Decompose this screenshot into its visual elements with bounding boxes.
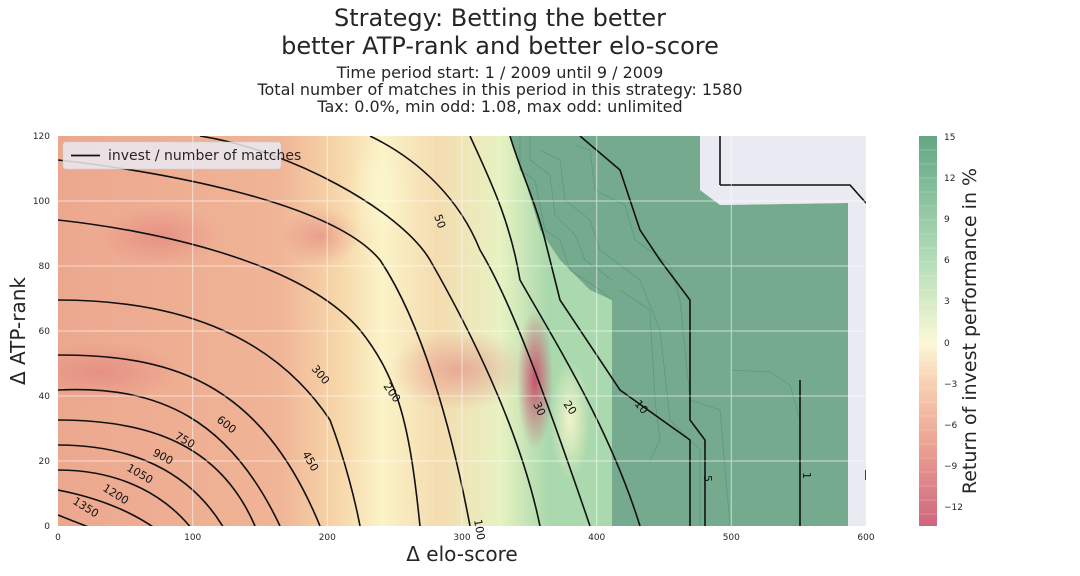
x-tick: 300 <box>453 533 470 543</box>
y-ticks: 0 20 40 60 80 100 120 <box>33 132 50 532</box>
warm-spot <box>280 206 360 266</box>
x-tick: 0 <box>55 533 61 543</box>
y-axis-label: Δ ATP-rank <box>6 277 30 385</box>
contour-label: 100 <box>471 518 487 541</box>
colorbar-tick: 0 <box>944 339 950 349</box>
legend-box <box>62 141 282 170</box>
colorbar-gradient <box>919 136 937 526</box>
count-contours <box>58 136 866 526</box>
x-ticks: 0 100 200 300 400 500 600 <box>55 533 875 543</box>
grid <box>58 136 866 526</box>
contour-label: 30 <box>530 400 548 418</box>
light-spot <box>550 360 590 480</box>
colorbar-tick: −6 <box>944 421 958 431</box>
y-tick: 80 <box>39 262 51 272</box>
y-tick: 0 <box>44 522 50 532</box>
colorbar-tick: −3 <box>944 380 957 390</box>
colorbar-tick: −9 <box>944 462 958 472</box>
chart-subtitle: better ATP-rank and better elo-score <box>281 32 719 60</box>
legend-label: invest / number of matches <box>108 148 301 164</box>
chart-title: Strategy: Betting the better <box>333 4 667 32</box>
hot-spot <box>517 310 553 450</box>
colorbar-tick: 15 <box>944 133 955 143</box>
colorbar-tick: 9 <box>944 215 950 225</box>
colorbar-tick: 3 <box>944 297 950 307</box>
tax-odds-line: Tax: 0.0%, min odd: 1.08, max odd: unlim… <box>317 97 683 116</box>
y-tick: 100 <box>33 197 50 207</box>
y-tick: 40 <box>39 392 51 402</box>
x-tick: 200 <box>319 533 336 543</box>
empty-region <box>700 136 866 205</box>
match-count-line: Total number of matches in this period i… <box>257 80 743 99</box>
colorbar-label: Return of invest performance in % <box>959 168 981 494</box>
warm-spot <box>390 330 530 410</box>
y-tick: 120 <box>33 132 50 142</box>
contour-label: 5 <box>701 475 714 482</box>
warm-spot <box>58 342 180 402</box>
y-tick: 60 <box>39 327 51 337</box>
colorbar-tick: 12 <box>944 174 955 184</box>
colorbar-tick: 6 <box>944 256 950 266</box>
contour-label: 50 <box>431 213 448 231</box>
y-tick: 20 <box>39 457 51 467</box>
light-spot <box>350 140 410 240</box>
time-period-line: Time period start: 1 / 2009 until 9 / 20… <box>336 63 664 82</box>
x-axis-label: Δ elo-score <box>406 542 517 566</box>
colorbar-tick: −12 <box>944 503 963 513</box>
x-tick: 500 <box>723 533 740 543</box>
x-tick: 600 <box>857 533 874 543</box>
colorbar: 15 12 9 6 3 0 −3 −6 −9 −12 Return of inv… <box>919 133 981 526</box>
x-tick: 400 <box>588 533 605 543</box>
x-tick: 100 <box>184 533 201 543</box>
empty-region <box>848 203 866 526</box>
legend: invest / number of matches <box>62 141 301 170</box>
color-contour-lines <box>519 136 801 526</box>
colorbar-bands <box>919 149 937 515</box>
contour-label: 1 <box>800 472 813 479</box>
